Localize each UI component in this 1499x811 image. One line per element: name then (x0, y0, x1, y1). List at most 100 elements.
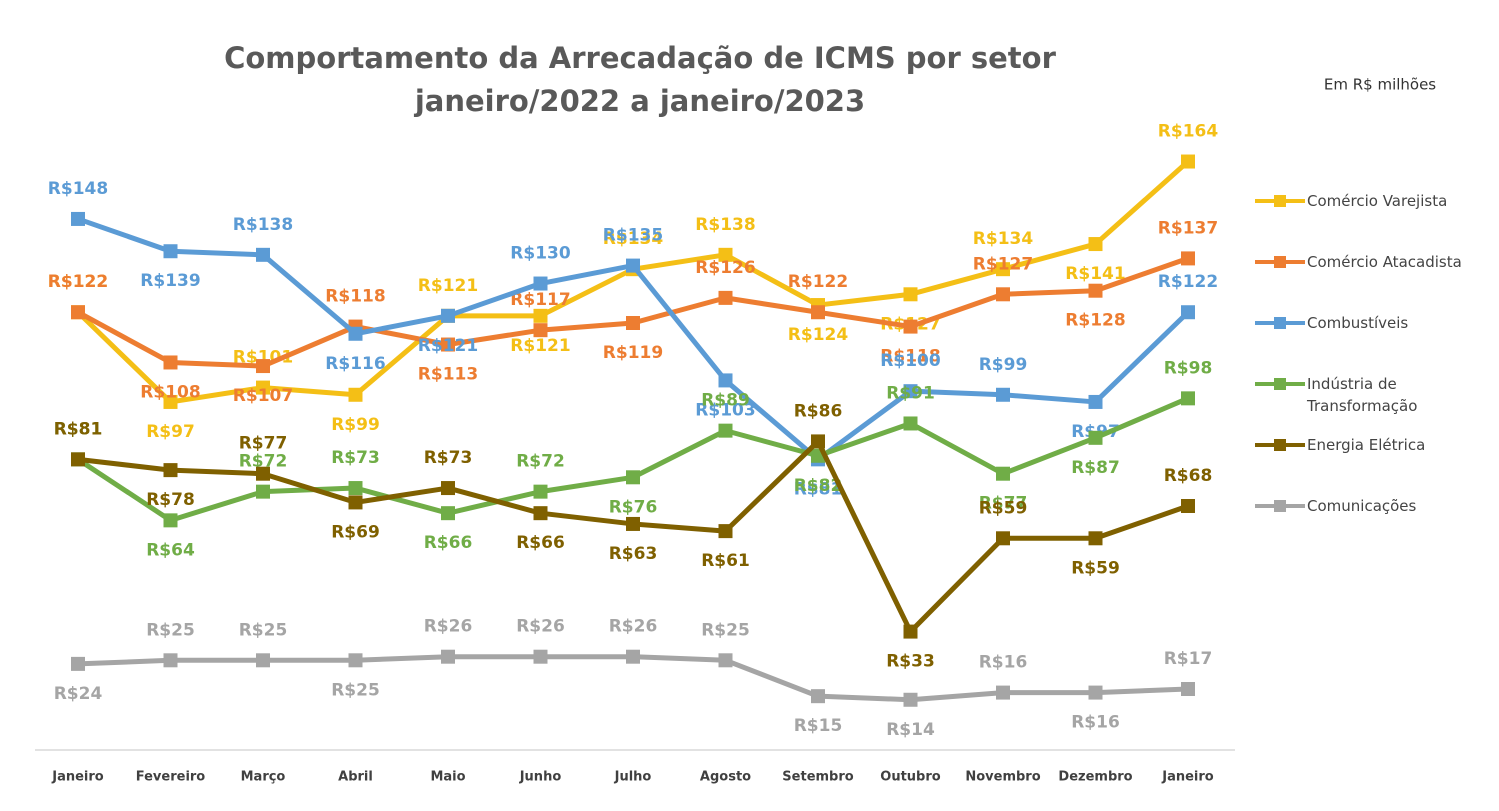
data-label: R$73 (331, 448, 380, 468)
data-label: R$77 (239, 434, 288, 454)
marker (533, 276, 548, 291)
data-label: R$119 (603, 343, 663, 363)
data-label: R$72 (516, 452, 565, 472)
marker (348, 387, 363, 402)
marker (441, 506, 455, 521)
marker (163, 394, 178, 409)
data-label: R$113 (418, 365, 478, 385)
marker (256, 484, 270, 499)
marker (903, 384, 918, 399)
marker (256, 466, 270, 481)
legend-marker (1274, 378, 1286, 390)
legend-item: Comércio Varejista (1255, 190, 1485, 251)
data-label: R$26 (516, 617, 565, 637)
legend-label: Comércio Varejista (1307, 192, 1448, 210)
data-label: R$118 (325, 287, 385, 307)
marker (441, 308, 455, 323)
data-label: R$81 (54, 419, 103, 439)
marker (1088, 394, 1103, 409)
data-label: R$72 (239, 452, 288, 472)
marker (811, 434, 825, 449)
legend-label: Comércio Atacadista (1307, 253, 1462, 271)
data-label: R$121 (510, 336, 570, 356)
legend-marker (1274, 439, 1286, 451)
marker (533, 506, 548, 521)
marker (256, 247, 270, 262)
marker (626, 649, 640, 664)
marker (1088, 237, 1103, 252)
x-tick-label: Março (241, 770, 286, 785)
marker (718, 423, 733, 438)
legend-label: Comunicações (1307, 497, 1417, 515)
chart-subtitle: janeiro/2022 a janeiro/2023 (414, 84, 865, 118)
marker (71, 211, 85, 226)
marker (256, 359, 270, 374)
marker (718, 524, 733, 539)
data-label: R$89 (701, 391, 750, 411)
data-label: R$24 (54, 684, 103, 704)
data-label: R$33 (886, 652, 935, 672)
x-tick-label: Novembro (965, 770, 1040, 785)
data-label: R$14 (886, 720, 935, 740)
data-label: R$99 (979, 355, 1028, 375)
data-label: R$66 (424, 533, 473, 553)
marker (1181, 391, 1195, 406)
data-label: R$138 (233, 215, 293, 235)
x-tick-label: Maio (430, 770, 465, 785)
marker (71, 452, 85, 467)
marker (718, 290, 733, 305)
marker (163, 513, 178, 528)
x-tick-label: Janeiro (51, 770, 104, 785)
data-label: R$99 (331, 415, 380, 435)
data-label: R$64 (146, 540, 195, 560)
legend-item: Indústria de Transformação (1255, 373, 1485, 434)
legend-marker (1274, 256, 1286, 268)
data-label: R$26 (609, 617, 658, 637)
marker (811, 689, 825, 704)
data-label: R$134 (973, 229, 1034, 249)
data-label: R$69 (331, 522, 380, 542)
marker (1088, 685, 1103, 700)
data-label: R$86 (794, 401, 843, 421)
marker (996, 287, 1010, 302)
data-label: R$126 (695, 258, 755, 278)
marker (163, 244, 178, 259)
data-label: R$78 (146, 490, 195, 510)
marker (1181, 499, 1195, 513)
marker (441, 481, 455, 496)
x-tick-label: Setembro (782, 770, 853, 785)
data-label: R$122 (48, 272, 108, 292)
data-label: R$76 (609, 497, 658, 517)
data-label: R$81 (54, 419, 103, 439)
marker (1181, 305, 1195, 320)
marker (441, 337, 455, 352)
data-label: R$141 (1065, 264, 1125, 284)
marker (441, 649, 455, 664)
data-label: R$116 (325, 354, 385, 374)
legend-label: Indústria de Transformação (1307, 375, 1418, 415)
data-label: R$16 (979, 653, 1028, 673)
legend-marker (1274, 317, 1286, 329)
marker (903, 624, 918, 639)
marker (626, 316, 640, 330)
data-label: R$164 (1158, 122, 1219, 142)
legend: Comércio Varejista Comércio Atacadista Com… (1255, 190, 1485, 556)
data-label: R$25 (146, 620, 195, 640)
marker (533, 323, 548, 338)
legend-marker (1274, 500, 1286, 512)
marker (348, 481, 363, 496)
x-tick-label: Abril (338, 770, 373, 785)
data-label: R$101 (233, 348, 293, 368)
marker (996, 387, 1010, 402)
data-label: R$17 (1164, 649, 1213, 669)
marker (348, 495, 363, 510)
data-label: R$124 (788, 325, 849, 345)
data-label: R$128 (1065, 311, 1125, 331)
marker (256, 380, 270, 395)
marker (626, 516, 640, 531)
marker (718, 653, 733, 668)
marker (903, 692, 918, 707)
marker (533, 484, 548, 499)
marker (1088, 430, 1103, 445)
data-label: R$135 (603, 226, 663, 246)
